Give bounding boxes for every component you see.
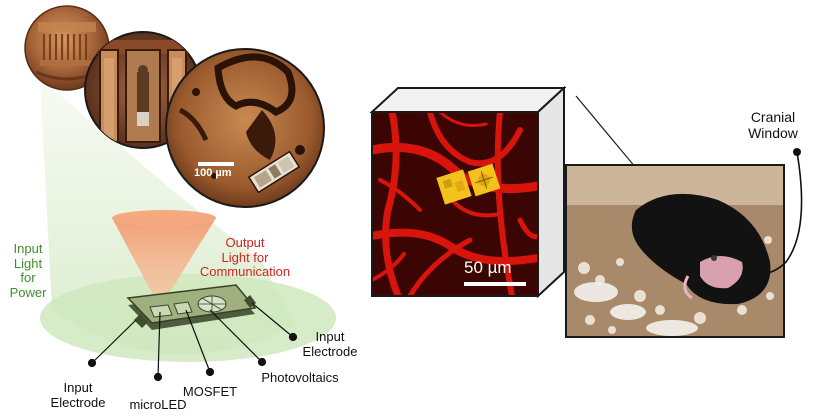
microled-fluorescence [436, 163, 501, 205]
label-mosfet: MOSFET [182, 384, 238, 399]
microscope-image-high-mag [165, 48, 325, 208]
output-light-cone [112, 210, 216, 308]
label-input-light: Input Light for Power [9, 241, 47, 300]
confocal-cube [369, 85, 567, 299]
label-output-light: Output Light for Communication [199, 235, 291, 280]
label-cranial-window: Cranial Window [748, 109, 798, 141]
cranial-window-arrow [741, 148, 803, 278]
label-microled: microLED [129, 397, 187, 412]
label-scale-50um: 50 µm [464, 258, 512, 277]
label-input-electrode-right: Input Electrode [302, 329, 358, 359]
label-scale-100um: 100 µm [194, 167, 232, 179]
label-input-electrode-left: Input Electrode [50, 380, 106, 410]
mouse-photo [565, 164, 785, 338]
scale-bar-50um [464, 282, 526, 286]
label-photovoltaics: Photovoltaics [261, 370, 339, 385]
leader-lines-left [87, 302, 298, 382]
